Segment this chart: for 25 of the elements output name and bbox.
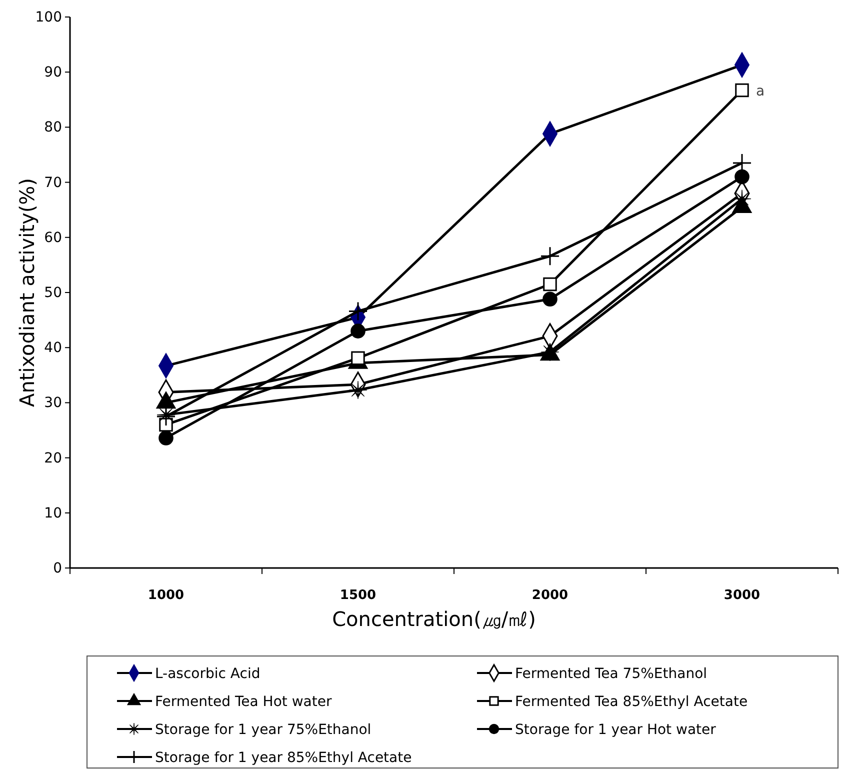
y-tick-label: 0 [53,560,62,576]
x-tick-label: 2000 [532,588,568,604]
y-tick-label: 10 [44,505,62,522]
x-tick-label: 1500 [340,588,376,604]
legend-label: Fermented Tea Hot water [155,694,332,710]
legend-label: Storage for 1 year Hot water [515,722,716,738]
legend-label: Fermented Tea 85%Ethyl Acetate [515,694,748,710]
y-tick-label: 60 [44,230,62,246]
y-tick-label: 80 [44,120,62,136]
y-tick-label: 40 [44,340,62,356]
legend-label: L-ascorbic Acid [155,666,260,682]
y-tick-label: 70 [44,174,62,191]
y-tick-label: 30 [44,395,62,412]
legend-label: Storage for 1 year 85%Ethyl Acetate [155,750,412,766]
y-tick-label: 20 [44,450,62,466]
x-tick-label: 1000 [148,588,184,604]
y-tick-label: 100 [35,9,62,26]
y-axis-title: Antixodiant activity(%) [15,178,39,407]
legend-label: Storage for 1 year 75%Ethanol [155,722,372,738]
legend-label: Fermented Tea 75%Ethanol [515,666,708,682]
y-tick-label: 90 [44,64,62,81]
x-tick-label: 3000 [724,588,760,604]
y-tick-label: 50 [44,284,62,301]
annotation: a [756,83,765,100]
x-axis-title: Concentration(㎍/㎖) [332,607,536,631]
